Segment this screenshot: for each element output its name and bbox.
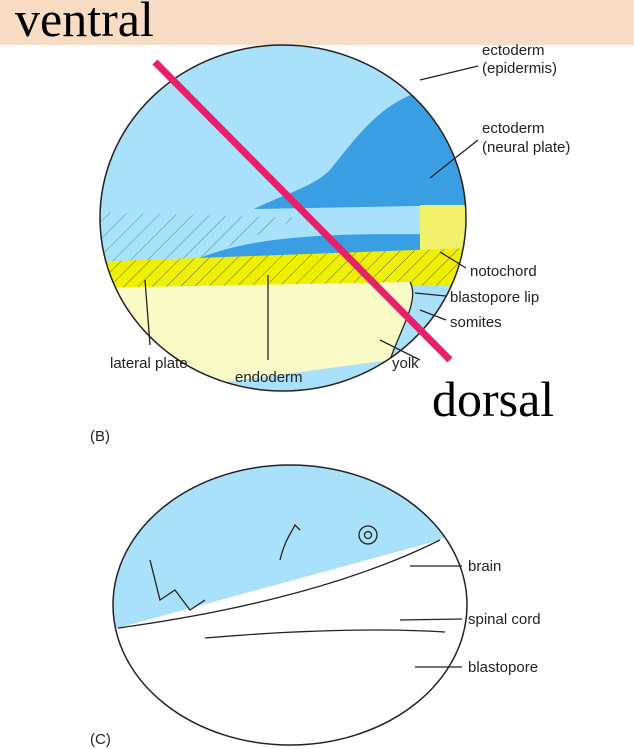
outline-b xyxy=(99,44,467,392)
label: somites xyxy=(450,314,502,331)
label: endoderm xyxy=(235,369,303,386)
embryo-c xyxy=(113,465,467,745)
label: blastopore xyxy=(468,659,538,676)
label: blastopore lip xyxy=(450,289,539,306)
label: brain xyxy=(468,558,501,575)
axis-line xyxy=(152,59,453,363)
dorsal-label: dorsal xyxy=(432,371,554,427)
leaders-b xyxy=(144,65,479,361)
label: ectoderm xyxy=(482,42,545,59)
embryo-b xyxy=(100,45,466,391)
label: spinal cord xyxy=(468,611,541,628)
label: (neural plate) xyxy=(482,139,570,156)
label: notochord xyxy=(470,263,537,280)
label: yolk xyxy=(392,355,419,372)
leaders-c xyxy=(399,565,463,668)
panel-tag: (C) xyxy=(90,731,111,748)
label: (epidermis) xyxy=(482,60,557,77)
ventral-label: ventral xyxy=(15,0,154,47)
label: ectoderm xyxy=(482,120,545,137)
label: lateral plate xyxy=(110,355,188,372)
outline-c xyxy=(112,464,468,746)
banner xyxy=(0,0,634,45)
panel-tag: (B) xyxy=(90,428,110,445)
